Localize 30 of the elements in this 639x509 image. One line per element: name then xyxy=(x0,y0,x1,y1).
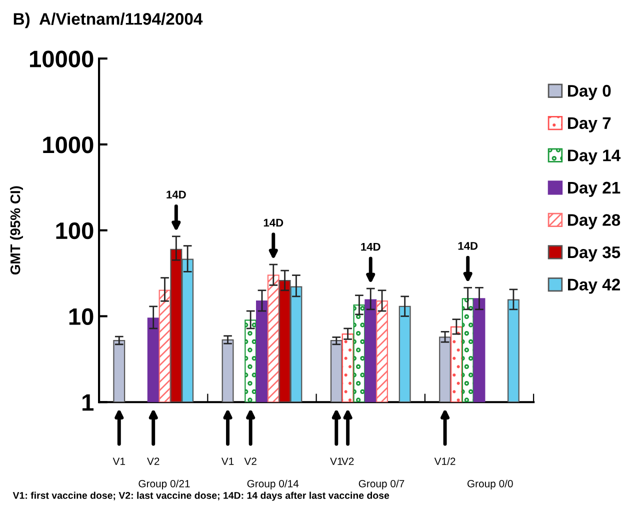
y-tick-label: 1 xyxy=(82,394,94,411)
text: V2 xyxy=(147,458,160,465)
y-tick-label: 10 xyxy=(69,308,94,326)
annotation: 14D xyxy=(264,218,284,227)
legend-label: Day 7 xyxy=(568,117,611,132)
legend-label: Day 0 xyxy=(568,84,611,100)
y-tick-label: 10000 xyxy=(30,50,94,68)
legend-label: Day 35 xyxy=(568,246,620,262)
y-tick-label: 100 xyxy=(56,222,94,240)
legend-label: Day 28 xyxy=(568,214,620,230)
text: V2 xyxy=(244,458,256,465)
x-tick-label: Group 0/0 xyxy=(467,480,513,490)
text: V2 xyxy=(341,458,354,465)
annotation: 14D xyxy=(166,190,186,198)
x-tick-label: Group 0/21 xyxy=(138,480,190,490)
legend-label: Day 42 xyxy=(568,278,620,294)
legend-label: Day 14 xyxy=(568,150,621,165)
chart-title: B) A/Vietnam/1194/2004 xyxy=(14,12,203,28)
x-tick-label: Group 0/7 xyxy=(358,480,404,490)
text: V1 xyxy=(330,458,342,465)
text: V1/2 xyxy=(434,457,456,466)
text: V1: first vaccine dose; V2: last vaccine dose; 14D: 14 days after last vaccine dose xyxy=(12,492,390,501)
y-tick-label: 1000 xyxy=(43,136,94,154)
annotation: 14D xyxy=(458,242,478,250)
legend-label: Day 21 xyxy=(568,182,620,197)
annotation: 14D xyxy=(361,242,380,251)
x-tick-label: Group 0/14 xyxy=(247,480,299,490)
text: V1 xyxy=(112,458,126,465)
y-axis-title: GMT (95% CI) xyxy=(10,186,23,275)
text: V1 xyxy=(221,458,234,465)
